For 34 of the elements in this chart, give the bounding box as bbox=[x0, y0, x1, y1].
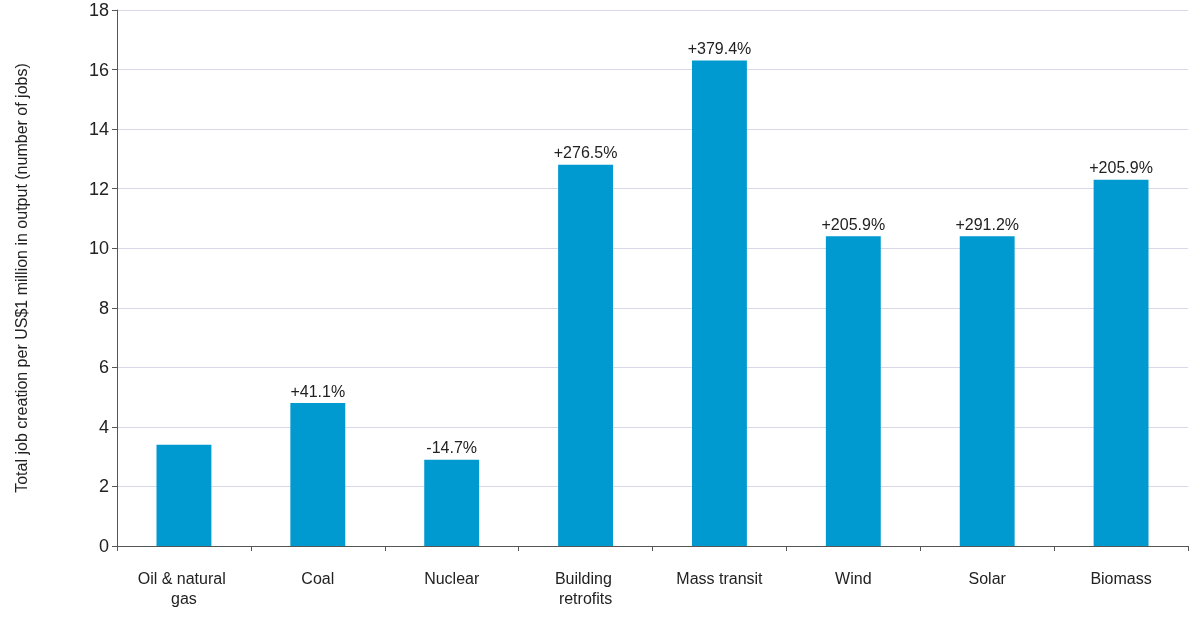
x-tick-label: Building retrofits bbox=[554, 569, 617, 607]
annotation: +276.5% bbox=[553, 144, 618, 162]
y-tick-label: 12 bbox=[88, 178, 109, 199]
y-tick-label: 14 bbox=[88, 119, 109, 140]
annotation: -14.7% bbox=[426, 439, 478, 457]
x-tick-label: Wind bbox=[835, 569, 872, 587]
bar bbox=[558, 164, 614, 546]
bar bbox=[825, 236, 881, 546]
bar bbox=[959, 236, 1015, 546]
bar bbox=[691, 60, 747, 546]
y-tick-label: 4 bbox=[98, 416, 109, 437]
annotation: +205.9% bbox=[821, 215, 886, 233]
y-tick-label: 2 bbox=[98, 476, 109, 497]
bar bbox=[1093, 179, 1149, 546]
x-tick-label: Coal bbox=[301, 569, 335, 587]
annotation: +291.2% bbox=[955, 215, 1019, 233]
y-tick-label: 8 bbox=[98, 297, 109, 318]
bar bbox=[424, 459, 480, 546]
bar bbox=[290, 403, 346, 546]
annotation: +205.9% bbox=[1089, 159, 1153, 177]
y-tick-label: 10 bbox=[88, 238, 109, 259]
x-tick-label: Mass transit bbox=[676, 569, 764, 587]
x-tick-label: Nuclear bbox=[424, 569, 480, 587]
y-axis-title: Total job creation per US$1 million in output (number of jobs) bbox=[12, 63, 30, 493]
y-tick-label: 18 bbox=[88, 0, 109, 20]
y-tick-label: 6 bbox=[98, 357, 109, 378]
x-tick-label: Biomass bbox=[1090, 569, 1152, 587]
bar bbox=[156, 444, 212, 546]
annotation: +379.4% bbox=[687, 40, 752, 58]
y-tick-label: 0 bbox=[98, 536, 109, 556]
x-tick-label: Oil & natural gas bbox=[137, 569, 231, 607]
y-tick-label: 16 bbox=[88, 59, 109, 80]
annotation: +41.1% bbox=[290, 382, 346, 400]
x-tick-label: Solar bbox=[968, 569, 1007, 587]
